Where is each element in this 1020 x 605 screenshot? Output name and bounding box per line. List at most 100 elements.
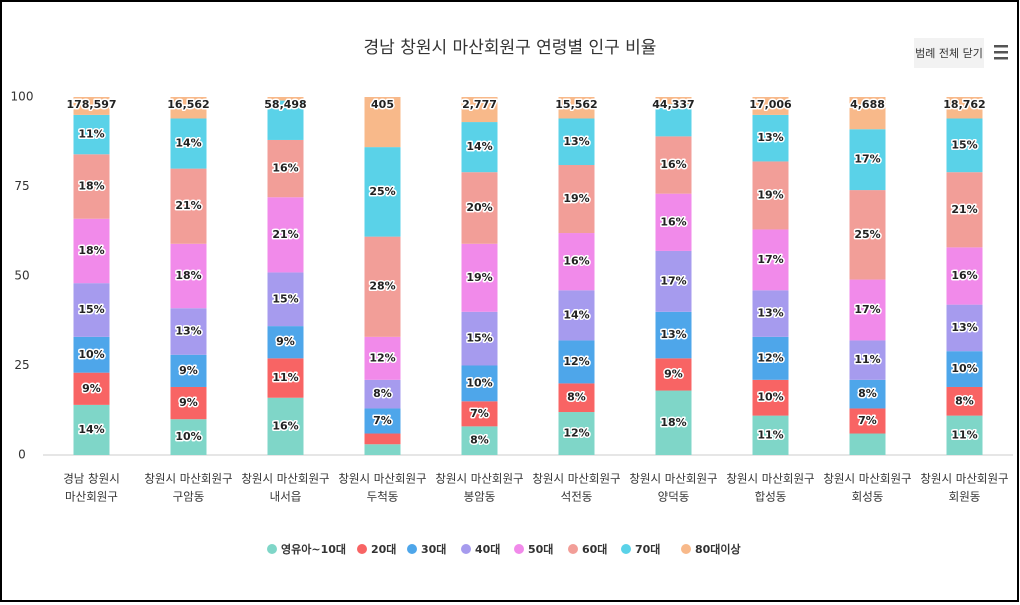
bar-segment	[849, 433, 886, 455]
chart-title: 경남 창원시 마산회원구 연령별 인구 비율	[364, 38, 657, 58]
data-label: 21%	[175, 199, 201, 212]
x-tick-label: 창원시 마산회원구	[823, 472, 911, 486]
legend-label: 30대	[421, 542, 446, 556]
bar-segment	[461, 122, 498, 173]
data-label: 12%	[563, 355, 589, 368]
bar-segment	[558, 412, 595, 455]
bar-segment	[364, 408, 401, 434]
bar-segment	[267, 97, 304, 101]
legend-label: 50대	[528, 542, 553, 556]
data-label: 16%	[660, 158, 686, 171]
x-tick-label: 양덕동	[658, 490, 690, 504]
bar-segment	[170, 308, 207, 355]
data-label: 13%	[757, 131, 783, 144]
legend-label: 80대이상	[695, 542, 741, 556]
data-label: 19%	[757, 188, 783, 201]
data-label: 8%	[567, 391, 586, 404]
bar-segment	[558, 233, 595, 291]
bar-segment	[752, 290, 789, 337]
data-label: 28%	[369, 280, 395, 293]
data-label: 19%	[466, 271, 492, 284]
total-label: 405	[371, 98, 394, 111]
legend-label: 60대	[582, 542, 607, 556]
bar-segment	[73, 97, 110, 115]
bar-segment	[655, 390, 692, 455]
x-tick-label: 두척동	[367, 490, 399, 504]
data-label: 16%	[272, 419, 298, 432]
bar-segment	[558, 118, 595, 166]
total-label: 58,498	[264, 98, 306, 111]
total-label: 17,006	[749, 98, 792, 111]
bar-segment	[752, 97, 789, 115]
data-label: 18%	[78, 180, 104, 193]
data-label: 25%	[854, 228, 880, 241]
data-label: 17%	[854, 303, 880, 316]
y-tick-label: 0	[18, 448, 26, 462]
x-tick-label: 합성동	[755, 490, 787, 504]
bar-segment	[946, 97, 983, 119]
bar-segment	[752, 161, 789, 230]
bar-segment	[364, 236, 401, 337]
bar-segment	[364, 147, 401, 237]
bar-segment	[73, 154, 110, 219]
legend-marker	[267, 544, 277, 554]
data-label: 13%	[757, 307, 783, 320]
data-label: 8%	[470, 434, 489, 447]
data-label: 8%	[955, 394, 974, 407]
bar-segment	[461, 311, 498, 366]
data-label: 14%	[466, 140, 492, 153]
legend-toggle-label[interactable]: 범례 전체 닫기	[915, 47, 983, 60]
legend-marker	[681, 544, 691, 554]
bar-segment	[170, 118, 207, 169]
total-label: 44,337	[652, 98, 694, 111]
bar-segment	[752, 336, 789, 380]
legend-marker	[357, 544, 367, 554]
bar-segment	[946, 386, 983, 416]
data-label: 10%	[78, 348, 104, 361]
bar-segment	[170, 97, 207, 119]
data-label: 13%	[175, 324, 201, 337]
bar-segment	[946, 247, 983, 305]
x-tick-label: 창원시 마산회원구	[144, 472, 232, 486]
data-label: 19%	[563, 192, 589, 205]
bar-segment	[849, 379, 886, 409]
data-label: 14%	[78, 423, 104, 436]
bar-segment	[364, 444, 401, 455]
bar-segment	[170, 168, 207, 244]
data-label: 9%	[82, 382, 101, 395]
bar-segment	[849, 190, 886, 280]
data-label: 17%	[757, 253, 783, 266]
bar-segment	[655, 358, 692, 391]
data-label: 10%	[175, 430, 201, 443]
bar-segment	[655, 311, 692, 359]
bar-segment	[946, 351, 983, 387]
bar-segment	[364, 433, 401, 445]
bar-segment	[849, 279, 886, 341]
data-label: 8%	[858, 387, 877, 400]
data-label: 16%	[660, 215, 686, 228]
bar-segment	[267, 197, 304, 273]
bar-segment	[267, 358, 304, 398]
data-label: 18%	[175, 269, 201, 282]
data-label: 18%	[78, 244, 104, 257]
data-label: 11%	[951, 428, 977, 441]
data-label: 12%	[757, 351, 783, 364]
bar-segment	[655, 97, 692, 105]
data-label: 12%	[563, 427, 589, 440]
bar-segment	[267, 100, 304, 140]
bar-segment	[73, 336, 110, 373]
x-tick-label: 창원시 마산회원구	[435, 472, 523, 486]
bar-segment	[655, 104, 692, 137]
bar-segment	[267, 326, 304, 359]
bar-segment	[558, 290, 595, 341]
legend-label: 영유아~10대	[281, 542, 346, 556]
legend-toggle[interactable]	[914, 38, 984, 68]
data-label: 13%	[660, 328, 686, 341]
bar-segment	[849, 340, 886, 380]
menu-icon[interactable]	[994, 45, 1008, 60]
x-tick-label: 창원시 마산회원구	[920, 472, 1008, 486]
data-label: 12%	[369, 351, 395, 364]
legend-marker	[461, 544, 471, 554]
bar-segment	[461, 365, 498, 402]
